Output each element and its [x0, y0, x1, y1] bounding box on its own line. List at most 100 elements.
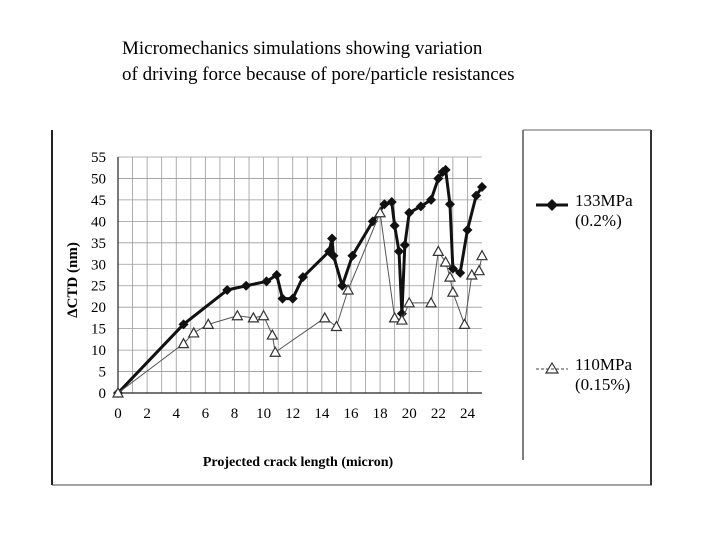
y-tick-label: 10 [91, 343, 106, 359]
data-point [297, 272, 308, 283]
data-point [261, 276, 272, 287]
x-tick-label: 14 [314, 406, 330, 422]
data-point [386, 197, 397, 208]
data-point [443, 270, 456, 282]
legend: 133MPa (0.2%) 110MPa (0.15%) [536, 191, 633, 394]
x-tick-label: 12 [285, 406, 300, 422]
x-tick-label: 18 [373, 406, 388, 422]
data-point [111, 386, 125, 398]
data-point [462, 224, 473, 235]
plot-area: 0 2 4 6 8 10 12 14 16 18 20 22 24 051015202530354045… [91, 150, 489, 422]
data-point [425, 296, 438, 308]
grid [117, 156, 482, 394]
legend-entry-110mpa: 110MPa (0.15%) [536, 355, 632, 394]
y-tick-label: 45 [91, 193, 106, 209]
x-tick-label: 2 [143, 406, 151, 422]
x-tick-label: 8 [231, 406, 239, 422]
data-point [455, 267, 466, 278]
data-point [471, 190, 482, 201]
x-tick-label: 16 [343, 406, 359, 422]
legend-entry-133mpa: 133MPa (0.2%) [536, 191, 633, 230]
y-tick-label: 55 [91, 150, 106, 166]
series-line-110mpa [117, 212, 483, 394]
x-tick-label: 24 [460, 406, 476, 422]
data-point [330, 320, 343, 332]
data-point [277, 293, 288, 304]
data-point [388, 311, 401, 323]
data-point [379, 199, 390, 210]
y-tick-label: 40 [91, 214, 106, 230]
data-point [202, 318, 215, 329]
data-point [231, 309, 244, 321]
x-tick-label: 10 [256, 406, 271, 422]
data-point [318, 311, 331, 323]
data-point [389, 220, 400, 231]
data-point [415, 201, 426, 212]
data-point [458, 318, 471, 329]
legend-sublabel-133mpa: (0.2%) [575, 211, 622, 230]
series-line-133mpa [116, 168, 484, 395]
data-point [328, 250, 339, 261]
data-point [433, 173, 444, 184]
series-110mpa [111, 206, 489, 398]
slide-title-line-1: Micromechanics simulations showing varia… [122, 38, 483, 59]
data-point [473, 264, 486, 276]
legend-label-110mpa: 110MPa [575, 355, 632, 374]
y-tick-label: 35 [91, 236, 106, 252]
data-point [222, 285, 233, 296]
series-layer [111, 164, 489, 398]
y-axis-ticks: 0 5 10 15 20 25 30 35 40 45 50 55 [91, 150, 106, 402]
y-tick-label: 25 [91, 279, 106, 295]
data-point [257, 309, 270, 321]
y-tick-label: 5 [99, 365, 107, 381]
y-tick-label: 20 [91, 300, 106, 316]
data-point [269, 346, 282, 357]
data-point [395, 313, 408, 325]
data-point [446, 285, 459, 297]
x-tick-label: 4 [172, 406, 180, 422]
data-point [403, 296, 416, 308]
y-tick-label: 30 [91, 257, 106, 273]
data-point [247, 311, 260, 323]
y-tick-label: 15 [91, 322, 106, 338]
data-point [327, 233, 338, 244]
legend-sublabel-110mpa: (0.15%) [575, 375, 630, 394]
diamond-marker-icon [546, 199, 558, 211]
data-point [396, 308, 407, 319]
y-tick-label: 0 [99, 386, 107, 402]
data-point [432, 245, 445, 256]
series-133mpa [113, 164, 487, 398]
data-point [178, 319, 189, 330]
data-point [399, 239, 410, 250]
data-point [475, 249, 489, 261]
data-point [271, 270, 282, 280]
data-point [287, 293, 298, 304]
data-point [337, 280, 348, 291]
x-tick-label: 0 [114, 406, 122, 422]
data-point [374, 206, 387, 218]
data-point [347, 250, 358, 261]
slide-title-line-2: of driving force because of pore/particl… [122, 64, 515, 85]
x-tick-label: 6 [202, 406, 210, 422]
data-point [426, 194, 437, 205]
data-point [342, 283, 355, 295]
x-axis-ticks: 0 2 4 6 8 10 12 14 16 18 20 22 24 [114, 406, 475, 422]
x-tick-label: 22 [431, 406, 446, 422]
y-axis-label: ΔCTD (nm) [65, 242, 81, 318]
data-point [440, 164, 451, 175]
y-tick-label: 50 [91, 171, 106, 187]
data-point [266, 328, 279, 340]
data-point [187, 326, 200, 338]
x-tick-label: 20 [402, 406, 417, 422]
legend-label-133mpa: 133MPa [575, 191, 633, 210]
data-point [439, 255, 452, 267]
data-point [394, 246, 405, 257]
data-point [241, 280, 252, 291]
data-point [404, 207, 415, 218]
data-point [477, 182, 487, 193]
data-point [444, 199, 455, 210]
triangle-marker-icon [544, 361, 560, 374]
figure-frame [51, 129, 652, 486]
x-axis-label: Projected crack length (micron) [203, 455, 394, 470]
